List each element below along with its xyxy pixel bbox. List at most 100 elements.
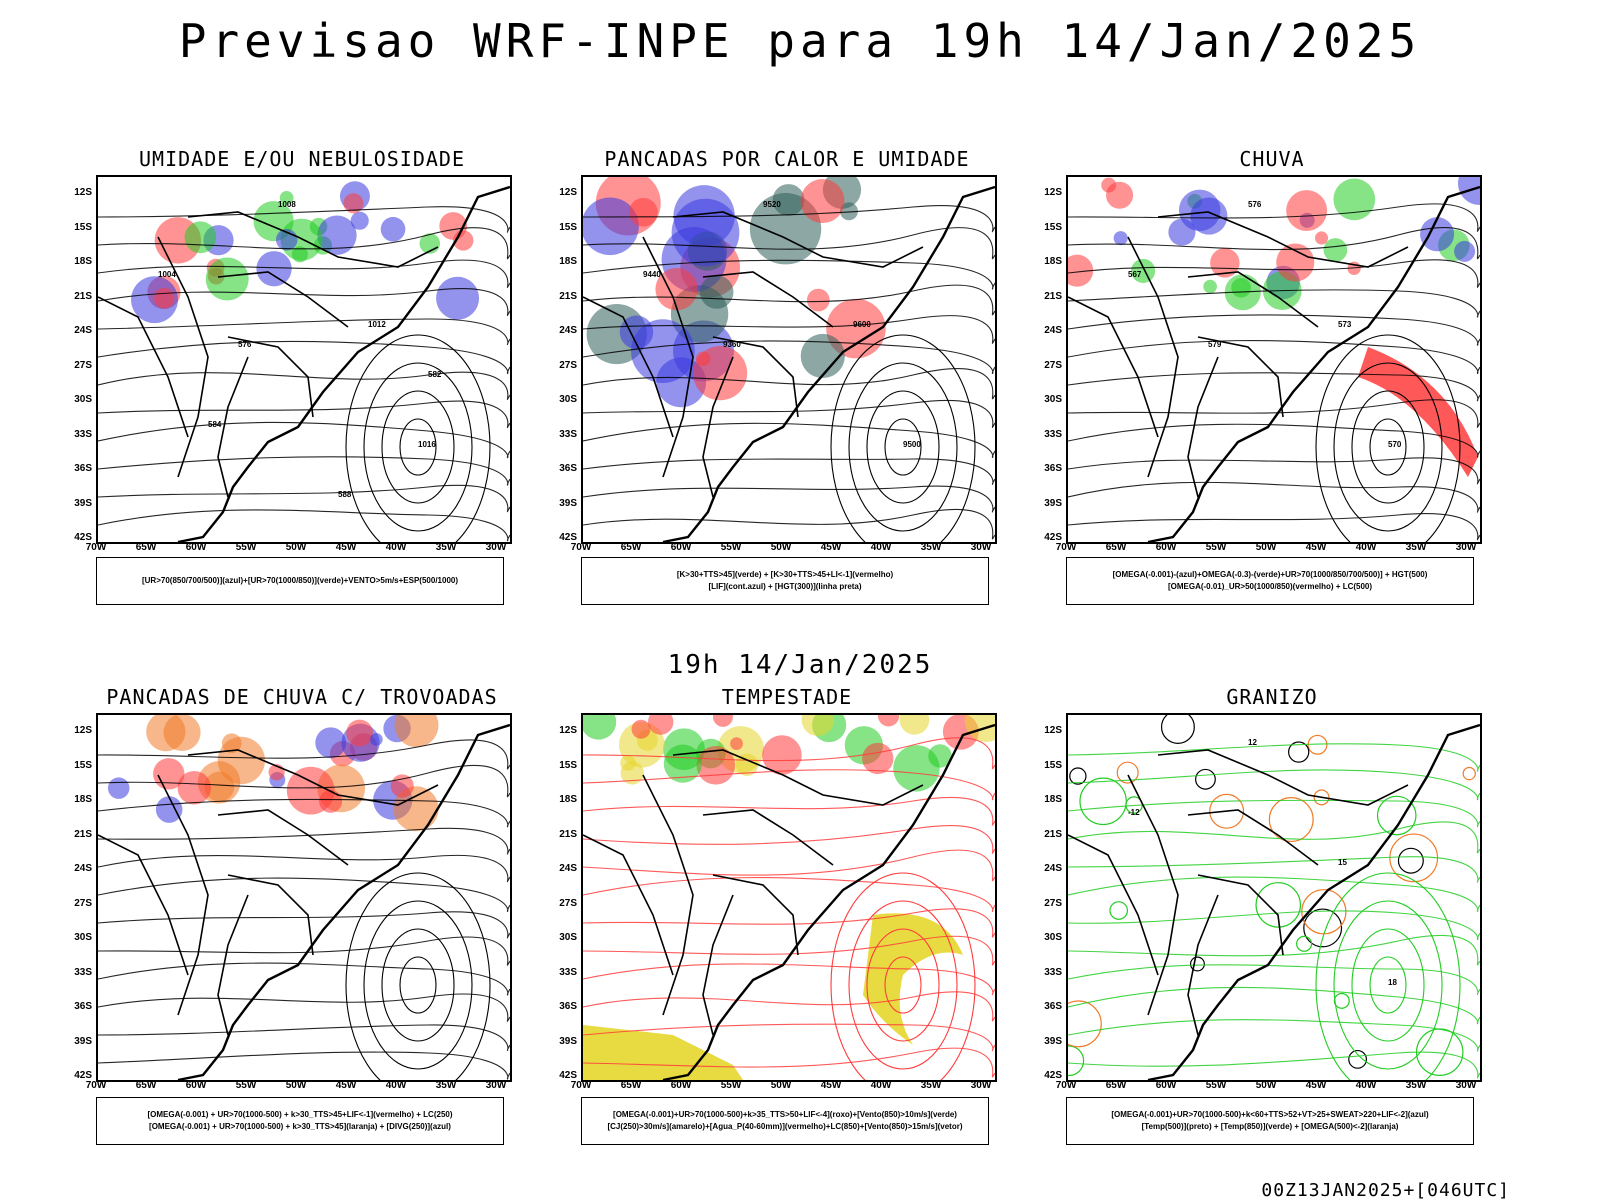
- field-blob: [1313, 789, 1330, 806]
- field-blob: [1068, 1045, 1085, 1077]
- state-border: [187, 211, 439, 268]
- field-blob: [647, 715, 674, 735]
- longitude-label: 65W: [135, 542, 157, 553]
- state-border: [1127, 236, 1179, 478]
- coastline: [1147, 185, 1480, 542]
- field-blob: [1314, 231, 1329, 245]
- field-blob: [370, 733, 383, 746]
- field-blob: [153, 287, 175, 309]
- streamline: [1068, 769, 1480, 801]
- pressure-contour: [345, 872, 491, 1080]
- state-border: [583, 296, 674, 438]
- streamline: [1068, 743, 1480, 772]
- field-blob: [1131, 258, 1156, 283]
- streamline: [1068, 986, 1480, 1025]
- latitude-label: 21S: [559, 828, 577, 840]
- latitude-label: 27S: [559, 359, 577, 371]
- streamline: [1068, 821, 1480, 854]
- streamline: [98, 509, 510, 542]
- latitude-label: 18S: [74, 256, 92, 267]
- streamline: [1068, 227, 1480, 260]
- latitude-label: 27S: [1044, 359, 1062, 371]
- longitude-label: 65W: [620, 542, 642, 553]
- longitude-label: 40W: [1355, 1080, 1377, 1091]
- pressure-contour: [866, 390, 940, 504]
- streamline: [98, 371, 510, 400]
- longitude-label: 55W: [235, 542, 257, 553]
- longitude-label: 65W: [1105, 542, 1127, 553]
- contour-label: 1012: [368, 320, 386, 329]
- longitude-label: 45W: [1305, 1080, 1327, 1091]
- latitude-label: 24S: [559, 863, 577, 874]
- longitude-label: 70W: [570, 1080, 592, 1091]
- latitude-label: 18S: [559, 256, 577, 267]
- pressure-contour: [830, 872, 976, 1080]
- legend-line: [OMEGA(-0.001) + UR>70(1000-500) + k>30_…: [149, 1122, 451, 1131]
- contour-label: 9360: [723, 340, 741, 349]
- state-border: [702, 894, 734, 1036]
- streamline: [583, 399, 995, 428]
- streamline: [98, 1051, 510, 1080]
- state-border: [1068, 834, 1159, 976]
- latitude-label: 33S: [1044, 428, 1062, 440]
- field-blob: [1303, 908, 1343, 948]
- latitude-label: 30S: [559, 932, 577, 943]
- latitude-label: 36S: [74, 1001, 92, 1012]
- pressure-contour: [1315, 872, 1461, 1080]
- streamline: [98, 962, 510, 996]
- streamline: [583, 1047, 995, 1078]
- field-blob: [346, 719, 374, 747]
- contour-label: 9440: [643, 270, 661, 279]
- longitude-label: 55W: [1205, 1080, 1227, 1091]
- longitude-label: 70W: [570, 542, 592, 553]
- field-blob: [350, 211, 369, 230]
- field-blob: [394, 715, 439, 748]
- streamline: [98, 798, 510, 828]
- field-blob: [1288, 741, 1310, 763]
- streamline: [583, 963, 995, 996]
- state-border: [702, 271, 834, 328]
- jet-core-area: [863, 913, 963, 1045]
- latitude-label: 12S: [1044, 187, 1062, 198]
- pressure-contour: [1315, 334, 1461, 542]
- panel-legend: [UR>70(850/700/500)](azul)+[UR>70(1000/8…: [96, 557, 504, 605]
- streamline: [583, 340, 995, 375]
- legend-line: [OMEGA(-0.01)_UR>50(1000/850)(vermelho) …: [1167, 582, 1373, 591]
- state-border: [217, 271, 349, 328]
- latitude-label: 18S: [1044, 256, 1062, 267]
- panel-legend: [OMEGA(-0.001)+UR>70(1000-500)+k<60+TTS>…: [1066, 1097, 1474, 1145]
- field-blob: [1116, 761, 1139, 784]
- contour-label: 1016: [418, 440, 436, 449]
- longitude-label: 50W: [770, 1080, 792, 1091]
- latitude-label: 36S: [1044, 1001, 1062, 1012]
- latitude-label: 42S: [74, 532, 92, 543]
- latitude-label: 21S: [559, 290, 577, 302]
- latitude-label: 27S: [1044, 897, 1062, 909]
- field-blob: [800, 179, 845, 224]
- field-blob: [380, 216, 406, 242]
- streamline: [583, 825, 995, 854]
- streamline: [1068, 289, 1480, 318]
- streamline: [1068, 481, 1480, 513]
- contour-label: -12: [1128, 808, 1140, 817]
- longitude-label: 65W: [1105, 1080, 1127, 1091]
- panel-legend: [OMEGA(-0.001)-(azul)+OMEGA(-0.3)-(verde…: [1066, 557, 1474, 605]
- longitude-label: 50W: [285, 542, 307, 553]
- field-blob: [1462, 766, 1476, 781]
- field-blob: [163, 715, 201, 752]
- field-blob: [655, 268, 698, 311]
- field-blob: [1397, 847, 1424, 874]
- pressure-contour: [1333, 900, 1443, 1070]
- latitude-label: 36S: [559, 463, 577, 474]
- panel-legend: [OMEGA(-0.001)+UR>70(1000-500)+k>35_TTS>…: [581, 1097, 989, 1145]
- streamline: [583, 769, 995, 801]
- field-blob: [826, 298, 886, 359]
- field-blob: [315, 727, 347, 759]
- longitude-label: 55W: [720, 1080, 742, 1091]
- streamline: [1068, 1051, 1480, 1079]
- streamline: [583, 796, 995, 826]
- contour-label: 579: [1208, 340, 1222, 349]
- forecast-map: 9520 9600 9500 9440 9360: [581, 175, 997, 544]
- state-border: [98, 296, 189, 438]
- streamline: [1068, 876, 1480, 912]
